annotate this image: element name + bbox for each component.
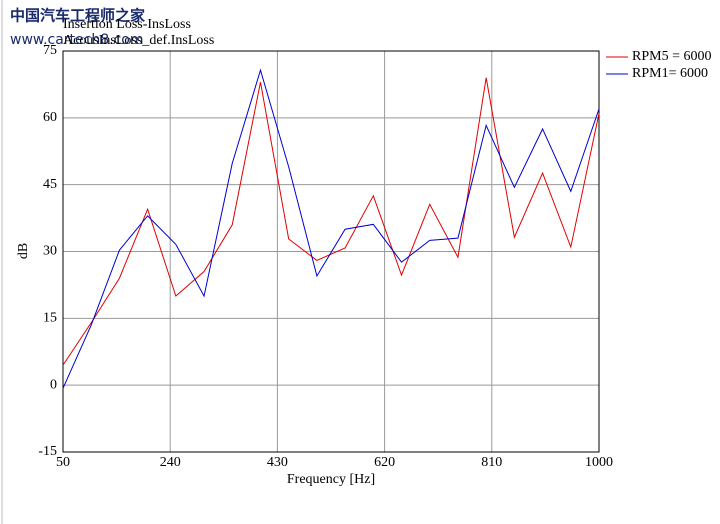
watermark: www.cartech8.com (10, 32, 143, 48)
x-tick-label: 620 (374, 455, 395, 470)
y-tick-label: 0 (50, 377, 57, 392)
watermark: 中国汽车工程师之家 (10, 7, 145, 25)
chart-subtitle: AcousInsLoss_def.InsLoss (63, 33, 214, 48)
y-tick-label: 75 (43, 43, 57, 58)
plot-border (62, 50, 600, 453)
chart-title: Insertion Loss-InsLoss (63, 17, 191, 32)
y-tick-label: -15 (38, 444, 57, 459)
series-line (62, 77, 600, 366)
x-tick-label: 240 (160, 455, 181, 470)
y-tick-label: 15 (43, 311, 57, 326)
y-tick-label: 60 (43, 110, 57, 125)
y-tick-label: 45 (43, 177, 57, 192)
y-tick-label: 30 (43, 244, 57, 259)
y-axis-label: dB (16, 243, 31, 259)
series-line (62, 68, 600, 389)
x-axis-label: Frequency [Hz] (287, 472, 375, 487)
x-tick-label: 430 (267, 455, 288, 470)
x-tick-label: 810 (481, 455, 502, 470)
x-tick-label: 50 (56, 455, 70, 470)
legend-label: RPM5 = 6000 (632, 49, 711, 64)
legend-label: RPM1= 6000 (632, 66, 708, 81)
x-tick-label: 1000 (585, 455, 613, 470)
